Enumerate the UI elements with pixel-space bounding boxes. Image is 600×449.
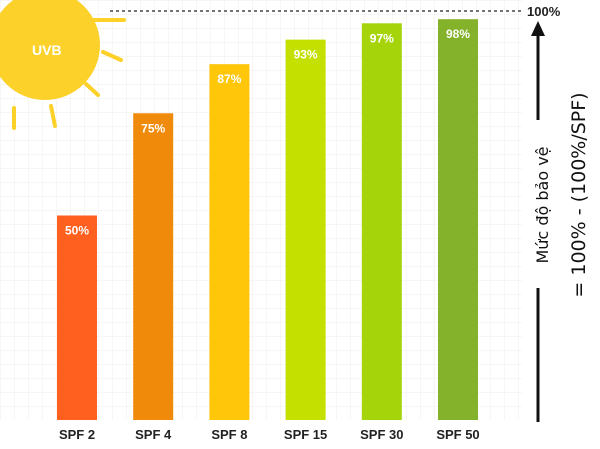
bars-group — [57, 19, 478, 421]
bar-spf-2 — [57, 215, 97, 420]
sun-label: UVB — [32, 42, 62, 58]
x-tick-label: SPF 2 — [59, 427, 95, 442]
bar-spf-8 — [209, 64, 250, 421]
x-tick-label: SPF 4 — [135, 427, 172, 442]
bar-value-label: 75% — [141, 121, 165, 135]
arrow-head — [531, 21, 545, 36]
sun-disc — [0, 0, 100, 100]
sun-icon: UVB — [0, 0, 126, 130]
bar-value-label: 97% — [370, 31, 394, 45]
x-tick-label: SPF 50 — [436, 427, 479, 442]
category-labels-group: SPF 2 SPF 4 SPF 8 SPF 15 SPF 30 SPF 50 — [59, 427, 480, 442]
x-tick-label: SPF 15 — [284, 427, 327, 442]
bar-value-label: 87% — [217, 72, 241, 86]
value-labels-group: 50% 75% 87% 93% 97% 98% — [65, 27, 470, 237]
bar-spf-15 — [285, 39, 326, 420]
bar-value-label: 50% — [65, 224, 89, 238]
sun-ray — [84, 82, 100, 97]
bar-spf-4 — [133, 113, 174, 420]
side-label-line1: Mức độ bảo vệ — [533, 146, 552, 263]
bar-value-label: 98% — [446, 27, 470, 41]
side-label-line2: = 100% - (100%/SPF) — [568, 92, 590, 297]
sun-ray — [49, 104, 57, 128]
max-line-label: 100% — [527, 4, 561, 19]
x-tick-label: SPF 8 — [211, 427, 247, 442]
arrow-icon — [531, 21, 545, 422]
x-tick-label: SPF 30 — [360, 427, 403, 442]
sun-ray — [101, 50, 123, 62]
bar-spf-30 — [361, 23, 402, 421]
bar-spf-50 — [438, 19, 478, 421]
bar-value-label: 93% — [294, 48, 318, 62]
